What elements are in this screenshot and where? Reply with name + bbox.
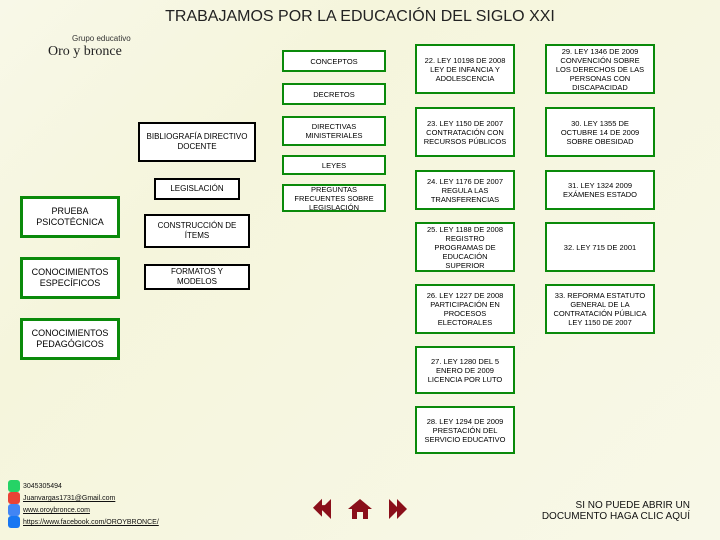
- group-subtext: Grupo educativo: [72, 34, 131, 43]
- box-ley-28[interactable]: 28. LEY 1294 DE 2009 PRESTACIÓN DEL SERV…: [415, 406, 515, 454]
- facebook-icon: [8, 516, 20, 528]
- box-ley-27[interactable]: 27. LEY 1280 DEL 5 ENERO DE 2009 LICENCI…: [415, 346, 515, 394]
- box-ley-22[interactable]: 22. LEY 10198 DE 2008 LEY DE INFANCIA Y …: [415, 44, 515, 94]
- box-preguntas-frecuentes[interactable]: PREGUNTAS FRECUENTES SOBRE LEGISLACIÓN: [282, 184, 386, 212]
- box-conocimientos-pedagogicos[interactable]: CONOCIMIENTOS PEDAGÓGICOS: [20, 318, 120, 360]
- box-ley-32[interactable]: 32. LEY 715 DE 2001: [545, 222, 655, 272]
- box-ley-23[interactable]: 23. LEY 1150 DE 2007 CONTRATACIÓN CON RE…: [415, 107, 515, 157]
- box-ley-31[interactable]: 31. LEY 1324 2009 EXÁMENES ESTADO: [545, 170, 655, 210]
- box-conocimientos-especificos[interactable]: CONOCIMIENTOS ESPECÍFICOS: [20, 257, 120, 299]
- box-prueba-psicotecnica[interactable]: PRUEBA PSICOTÉCNICA: [20, 196, 120, 238]
- box-ley-25[interactable]: 25. LEY 1188 DE 2008 REGISTRO PROGRAMAS …: [415, 222, 515, 272]
- box-ley-29[interactable]: 29. LEY 1346 DE 2009 CONVENCIÓN SOBRE LO…: [545, 44, 655, 94]
- box-formatos-modelos[interactable]: FORMATOS Y MODELOS: [144, 264, 250, 290]
- subtitle: Oro y bronce: [48, 44, 122, 60]
- contacts-block: 3045305494 Juanvargas1731@Gmail.com www.…: [8, 480, 159, 528]
- box-directivas[interactable]: DIRECTIVAS MINISTERIALES: [282, 116, 386, 146]
- page-title: TRABAJAMOS POR LA EDUCACIÓN DEL SIGLO XX…: [0, 0, 720, 28]
- open-doc-hint[interactable]: SI NO PUEDE ABRIR UN DOCUMENTO HAGA CLIC…: [542, 500, 690, 522]
- nav-controls: [313, 497, 407, 526]
- box-ley-24[interactable]: 24. LEY 1176 DE 2007 REGULA LAS TRANSFER…: [415, 170, 515, 210]
- box-decretos[interactable]: DECRETOS: [282, 83, 386, 105]
- gmail-icon: [8, 492, 20, 504]
- contact-phone: 3045305494: [23, 483, 62, 490]
- box-leyes[interactable]: LEYES: [282, 155, 386, 175]
- nav-next-icon[interactable]: [387, 497, 407, 526]
- box-bibliografia[interactable]: BIBLIOGRAFÍA DIRECTIVO DOCENTE: [138, 122, 256, 162]
- box-construccion-items[interactable]: CONSTRUCCIÓN DE ÍTEMS: [144, 214, 250, 248]
- box-ley-26[interactable]: 26. LEY 1227 DE 2008 PARTICIPACIÓN EN PR…: [415, 284, 515, 334]
- contact-web[interactable]: www.oroybronce.com: [23, 507, 90, 514]
- whatsapp-icon: [8, 480, 20, 492]
- box-legislacion[interactable]: LEGISLACIÓN: [154, 178, 240, 200]
- nav-prev-icon[interactable]: [313, 497, 333, 526]
- globe-icon: [8, 504, 20, 516]
- box-ley-30[interactable]: 30. LEY 1355 DE OCTUBRE 14 DE 2009 SOBRE…: [545, 107, 655, 157]
- contact-email[interactable]: Juanvargas1731@Gmail.com: [23, 495, 115, 502]
- nav-home-icon[interactable]: [347, 497, 373, 526]
- contact-fb[interactable]: https://www.facebook.com/OROYBRONCE/: [23, 519, 159, 526]
- box-conceptos[interactable]: CONCEPTOS: [282, 50, 386, 72]
- box-ley-33[interactable]: 33. REFORMA ESTATUTO GENERAL DE LA CONTR…: [545, 284, 655, 334]
